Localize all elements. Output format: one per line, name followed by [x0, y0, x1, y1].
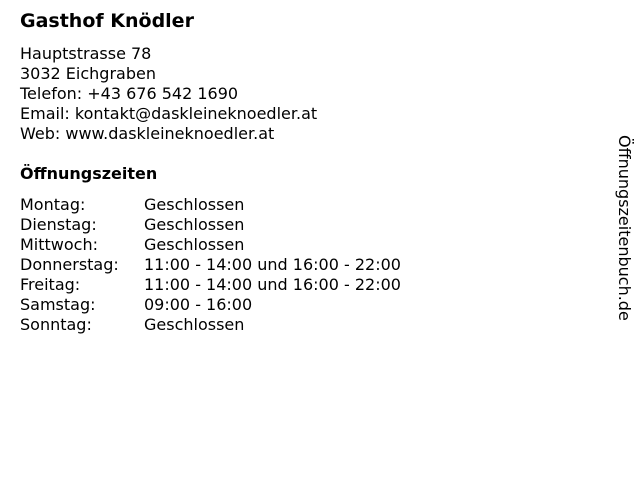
time: 09:00 - 16:00: [144, 295, 253, 314]
time: 11:00 - 14:00 und 16:00 - 22:00: [144, 255, 401, 274]
business-name: Gasthof Knödler: [20, 10, 194, 32]
hours-row: Samstag: 09:00 - 16:00: [20, 295, 401, 315]
time: Geschlossen: [144, 215, 245, 234]
hours-heading: Öffnungszeiten: [20, 164, 158, 183]
day: Donnerstag:: [20, 255, 119, 274]
city: 3032 Eichgraben: [20, 64, 156, 83]
website: Web: www.daskleineknoedler.at: [20, 124, 275, 143]
time: Geschlossen: [144, 315, 245, 334]
hours-row: Montag: Geschlossen: [20, 195, 401, 215]
hours-row: Dienstag: Geschlossen: [20, 215, 401, 235]
day: Dienstag:: [20, 215, 97, 234]
address-block: Hauptstrasse 78 3032 Eichgraben Telefon:…: [20, 44, 317, 144]
email: Email: kontakt@daskleineknoedler.at: [20, 104, 318, 123]
hours-row: Sonntag: Geschlossen: [20, 315, 401, 335]
hours-row: Mittwoch: Geschlossen: [20, 235, 401, 255]
hours-row: Donnerstag: 11:00 - 14:00 und 16:00 - 22:…: [20, 255, 401, 275]
hours-row: Freitag: 11:00 - 14:00 und 16:00 - 22:00: [20, 275, 401, 295]
day: Montag:: [20, 195, 86, 214]
street: Hauptstrasse 78: [20, 44, 152, 63]
time: Geschlossen: [144, 195, 245, 214]
hours-table: Montag: Geschlossen Dienstag: Geschlossen …: [20, 195, 401, 335]
phone: Telefon: +43 676 542 1690: [20, 84, 239, 103]
time: 11:00 - 14:00 und 16:00 - 22:00: [144, 275, 401, 294]
watermark: Öffnungszeitenbuch.de: [615, 135, 634, 321]
day: Samstag:: [20, 295, 96, 314]
day: Freitag:: [20, 275, 81, 294]
day: Sonntag:: [20, 315, 92, 334]
time: Geschlossen: [144, 235, 245, 254]
day: Mittwoch:: [20, 235, 98, 254]
